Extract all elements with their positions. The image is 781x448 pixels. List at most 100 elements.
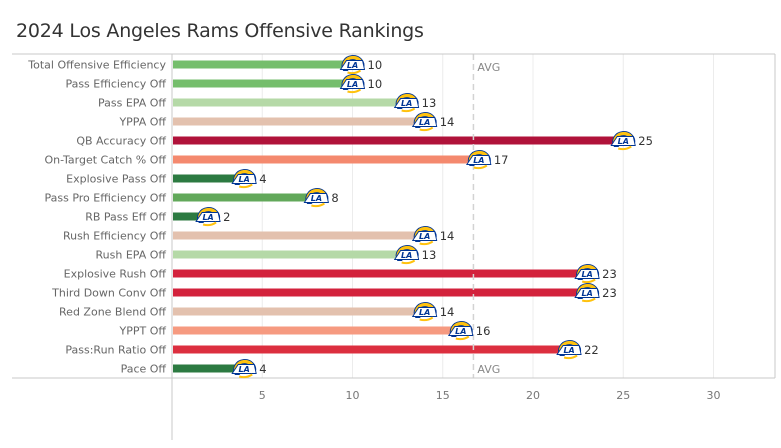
value-label: 8	[331, 191, 338, 205]
logo-la-text: LA	[563, 346, 574, 355]
logo-horn-tip	[473, 164, 488, 170]
rams-logo-icon: LA	[339, 55, 366, 75]
logo-horn-tip	[419, 316, 434, 322]
value-label: 14	[440, 305, 455, 319]
logo-horn-tip	[563, 354, 578, 360]
logo-la-block	[556, 345, 582, 355]
avg-reference-line: AVG AVG	[472, 54, 500, 378]
bar	[173, 307, 425, 316]
logo-horn-tip	[347, 88, 362, 94]
x-tick-label-25: 25	[616, 389, 630, 402]
rams-logo-icon: LA	[195, 207, 221, 227]
bar	[173, 269, 588, 278]
rams-logo-icon: LA	[574, 264, 600, 284]
bar	[173, 98, 407, 107]
logo-la-text: LA	[618, 137, 629, 146]
logo-la-block	[574, 269, 600, 279]
logo-la-text: LA	[401, 251, 412, 260]
category-label: Rush Efficiency Off	[63, 230, 166, 243]
bar	[173, 136, 624, 145]
value-label: 13	[422, 96, 437, 110]
category-label: Pace Off	[121, 363, 167, 376]
logo-la-block	[393, 98, 420, 108]
bar	[173, 155, 479, 164]
category-label: QB Accuracy Off	[76, 135, 166, 148]
value-label: 25	[638, 134, 653, 148]
logo-la-text: LA	[202, 213, 213, 222]
category-label: Total Offensive Efficiency	[27, 59, 166, 72]
bar	[173, 345, 570, 354]
bar	[173, 193, 317, 202]
logo-la-text: LA	[419, 308, 430, 317]
logo-la-block	[393, 250, 420, 260]
logo-horn-tip	[311, 202, 325, 208]
logo-la-text: LA	[455, 327, 466, 336]
x-tick-label-30: 30	[707, 389, 721, 402]
category-label: Explosive Rush Off	[64, 268, 167, 281]
bar	[173, 174, 245, 183]
value-label: 4	[259, 362, 266, 376]
logo-horn-tip	[202, 221, 217, 227]
category-label: RB Pass Eff Off	[85, 211, 166, 224]
rams-logo-icon: LA	[610, 131, 636, 151]
value-label: 16	[476, 324, 491, 338]
logo-la-text: LA	[239, 175, 250, 184]
rams-logo-icon: LA	[466, 150, 492, 170]
bar	[173, 288, 588, 297]
bar	[173, 117, 425, 126]
logo-la-block	[411, 231, 438, 241]
category-label: Third Down Conv Off	[51, 287, 166, 300]
avg-label-bottom: AVG	[477, 363, 500, 376]
avg-label-top: AVG	[477, 61, 500, 74]
logo-horn-tip	[581, 278, 596, 284]
logo-la-block	[231, 364, 257, 374]
rams-logo-icon: LA	[231, 169, 257, 189]
logo-horn-tip	[401, 259, 416, 265]
category-label: Pass EPA Off	[98, 97, 166, 110]
logo-la-block	[411, 117, 438, 127]
logo-la-text: LA	[582, 289, 593, 298]
category-label: Explosive Pass Off	[66, 173, 166, 186]
value-label: 13	[422, 248, 437, 262]
value-label: 14	[440, 229, 455, 243]
bars	[173, 60, 624, 373]
bar	[173, 60, 353, 69]
logo-la-text: LA	[401, 99, 412, 108]
grid-lines	[261, 54, 714, 378]
logo-horn-tip	[581, 297, 596, 303]
logo-la-text: LA	[347, 61, 358, 70]
logo-la-block	[574, 288, 600, 298]
x-tick-label-10: 10	[346, 389, 360, 402]
bar	[173, 79, 353, 88]
axes	[12, 53, 776, 440]
x-tick-label-5: 5	[259, 389, 266, 402]
logo-horn-tip	[401, 107, 416, 113]
rams-logo-icon: LA	[447, 321, 474, 341]
rams-logo-icon: LA	[411, 226, 438, 246]
rams-logo-icon: LA	[393, 245, 420, 265]
category-label: Red Zone Blend Off	[59, 306, 166, 319]
value-label: 4	[259, 172, 266, 186]
logo-horn-tip	[347, 69, 362, 75]
chart-title: 2024 Los Angeles Rams Offensive Rankings	[16, 20, 424, 42]
value-label: 22	[584, 343, 599, 357]
logo-la-text: LA	[347, 80, 358, 89]
rams-logo-icon: LA	[393, 93, 420, 113]
logo-la-text: LA	[419, 118, 430, 127]
logo-la-block	[411, 307, 438, 317]
logo-la-text: LA	[473, 156, 484, 165]
rams-logo-icon: LA	[574, 283, 600, 303]
logo-la-text: LA	[582, 270, 593, 279]
logo-la-block	[231, 174, 257, 184]
rams-logo-icon: LA	[303, 188, 329, 208]
logo-la-block	[610, 136, 636, 146]
logo-la-text: LA	[311, 194, 322, 203]
bar	[173, 212, 209, 221]
bar	[173, 250, 407, 259]
logo-la-text: LA	[239, 365, 250, 374]
category-label: YPPA Off	[118, 116, 166, 129]
category-label: Rush EPA Off	[96, 249, 167, 262]
logo-horn-tip	[238, 183, 253, 189]
